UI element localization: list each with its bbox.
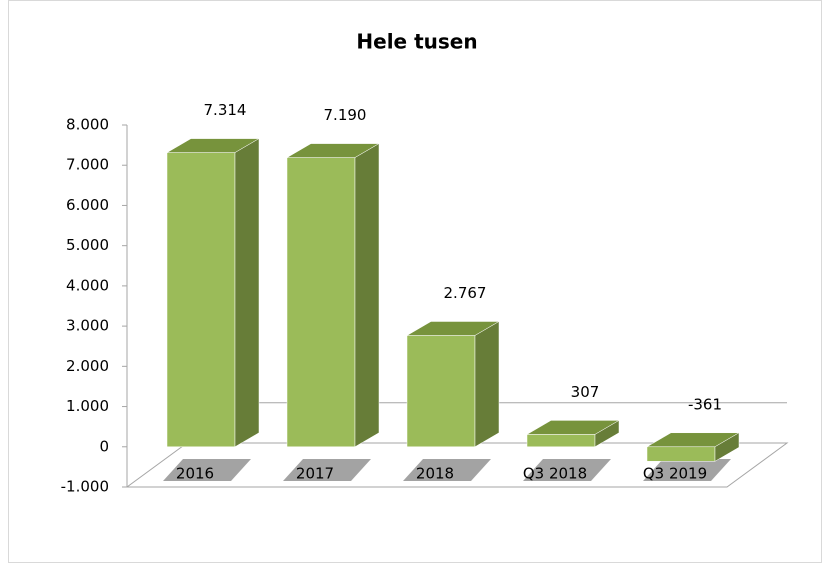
x-tick-label: 2016 <box>176 465 214 483</box>
data-label: -361 <box>688 395 722 413</box>
y-tick-label: 5.000 <box>66 236 109 254</box>
y-tick-label: 3.000 <box>66 317 109 335</box>
data-label: 307 <box>571 383 600 401</box>
chart-border <box>8 0 822 563</box>
data-label: 7.314 <box>204 101 247 119</box>
bar <box>526 434 596 448</box>
y-tick-label: 0 <box>99 437 109 455</box>
data-label: 2.767 <box>444 284 487 302</box>
data-label: 7.190 <box>324 106 367 124</box>
chart-title: Hele tusen <box>356 30 477 54</box>
y-tick-label: 4.000 <box>66 276 109 294</box>
bar-side <box>354 143 380 448</box>
label-shadow <box>643 459 731 481</box>
bar-side <box>234 138 260 448</box>
x-tick-label: 2018 <box>416 465 454 483</box>
label-shadow <box>283 459 371 481</box>
label-shadow <box>523 459 611 481</box>
bar-side <box>594 419 620 448</box>
bar <box>166 152 236 448</box>
x-tick-label: Q3 2019 <box>643 465 707 483</box>
y-tick-label: 6.000 <box>66 196 109 214</box>
bar-side <box>474 321 500 448</box>
bar <box>286 157 356 448</box>
y-tick-label: 8.000 <box>66 116 109 134</box>
label-shadow <box>403 459 491 481</box>
label-shadow <box>163 459 251 481</box>
y-tick-label: 2.000 <box>66 357 109 375</box>
y-tick-label: -1.000 <box>61 478 109 496</box>
bar <box>406 335 476 448</box>
bar <box>646 446 716 462</box>
x-tick-label: Q3 2018 <box>523 465 587 483</box>
bar-side <box>714 432 740 462</box>
x-tick-label: 2017 <box>296 465 334 483</box>
y-tick-label: 1.000 <box>66 397 109 415</box>
y-tick-label: 7.000 <box>66 156 109 174</box>
